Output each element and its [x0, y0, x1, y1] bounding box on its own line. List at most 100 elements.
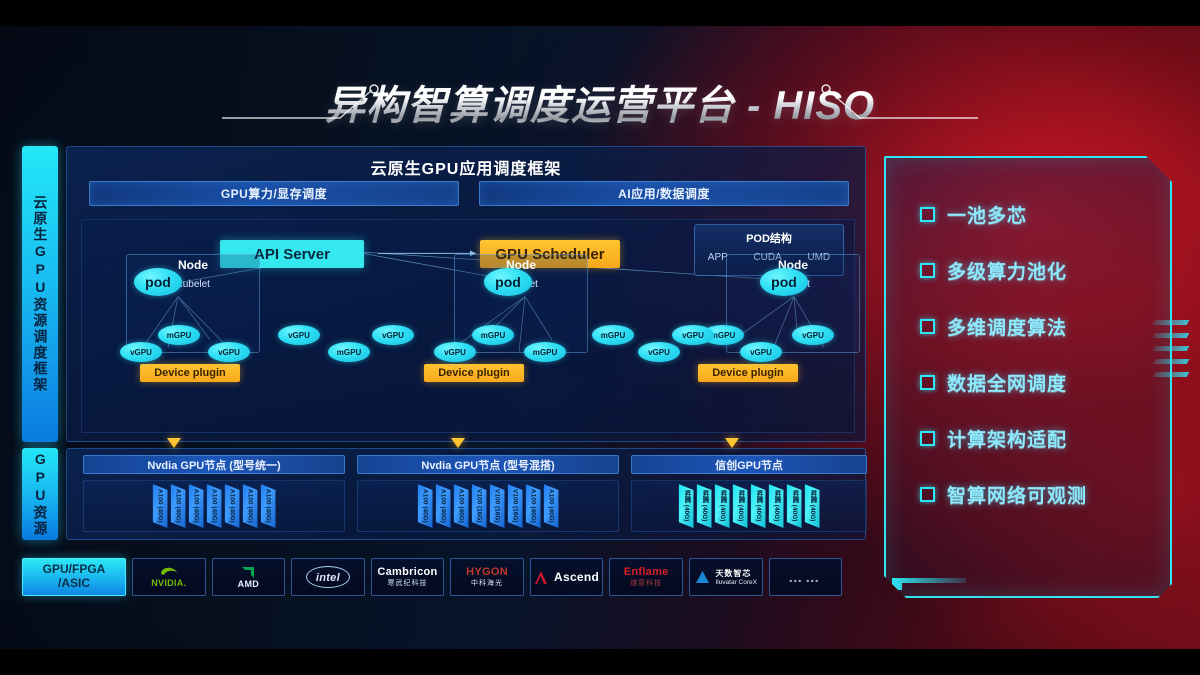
- gpu-card[interactable]: A100 (40G): [171, 484, 186, 528]
- gpu-group-2: Nvdia GPU节点 (型号混搭) A100 (40G) A100 (40G)…: [357, 455, 619, 535]
- gpu-card-label: 昇腾 (40G): [701, 490, 708, 522]
- gpu-group-3-header: 信创GPU节点: [631, 455, 867, 474]
- gpu-free-3[interactable]: vGPU: [372, 325, 414, 345]
- vendor-cambricon-sub: 寒武纪科技: [387, 580, 428, 587]
- gpu-card-label: A100 (40G): [156, 489, 164, 523]
- vendor-intel[interactable]: intel: [291, 558, 365, 596]
- gpu-n3-vgpu-a[interactable]: vGPU: [740, 342, 782, 362]
- feature-list-panel: 一池多芯 多级算力池化 多维调度算法 数据全网调度 计算架构适配 智算网络可观测: [884, 156, 1172, 598]
- pod-node-3[interactable]: pod: [760, 268, 808, 296]
- scheduling-bars: GPU算力/显存调度 AI应用/数据调度: [89, 181, 849, 206]
- vendor-intel-label: intel: [315, 572, 340, 584]
- gpu-group-3: 信创GPU节点 昇腾 (40G) 昇腾 (40G) 昇腾 (40G) 昇腾 (4…: [631, 455, 867, 535]
- gpu-n1-mgpu[interactable]: mGPU: [158, 325, 200, 345]
- gpu-n1-vgpu-b[interactable]: vGPU: [208, 342, 250, 362]
- feature-item-4[interactable]: 数据全网调度: [920, 354, 1170, 410]
- gpu-card[interactable]: A100 (40G): [261, 484, 276, 528]
- feature-label: 多级算力池化: [947, 261, 1068, 283]
- device-plugin-2[interactable]: Device plugin: [424, 364, 524, 382]
- vendor-enflame[interactable]: Enflame 燧原科技: [609, 558, 683, 596]
- letterbox-top: [0, 0, 1200, 26]
- device-plugin-1[interactable]: Device plugin: [140, 364, 240, 382]
- gpu-free-4[interactable]: mGPU: [592, 325, 634, 345]
- gpu-card[interactable]: 昇腾 (40G): [679, 484, 694, 528]
- gpu-card[interactable]: 昇腾 (40G): [733, 484, 748, 528]
- gpu-card[interactable]: 昇腾 (40G): [769, 484, 784, 528]
- vendor-hygon[interactable]: HYGON 中科海光: [450, 558, 524, 596]
- gpu-card[interactable]: 昇腾 (40G): [715, 484, 730, 528]
- letterbox-bottom: [0, 649, 1200, 675]
- pod-struct-app: APP: [707, 252, 728, 263]
- gpu-card[interactable]: 昇腾 (40G): [787, 484, 802, 528]
- gpu-card[interactable]: V100 (16G): [472, 484, 487, 528]
- vendor-iluvatar[interactable]: 天数智芯 Iluvatar CoreX: [688, 558, 763, 596]
- gpu-card[interactable]: A100 (40G): [189, 484, 204, 528]
- feature-item-2[interactable]: 多级算力池化: [920, 242, 1170, 298]
- gpu-card[interactable]: 昇腾 (40G): [751, 484, 766, 528]
- gpu-card-label: A100 (40G): [192, 489, 200, 523]
- api-server-box[interactable]: API Server: [220, 240, 364, 268]
- gpu-group-2-cards: A100 (40G) A100 (40G) A100 (40G) V100 (1…: [358, 481, 618, 531]
- ascend-icon: [535, 570, 548, 584]
- gpu-n2-mgpu-a[interactable]: mGPU: [472, 325, 514, 345]
- gpu-n3-vgpu-b[interactable]: vGPU: [792, 325, 834, 345]
- checkbox-icon[interactable]: [920, 319, 935, 334]
- gpu-card[interactable]: A100 (40G): [207, 484, 222, 528]
- framework-area: 云原生GPU应用调度框架 GPU算力/显存调度 AI应用/数据调度: [66, 146, 866, 442]
- node-label-1: Node: [178, 258, 208, 272]
- vendor-hygon-sub: 中科海光: [471, 580, 504, 587]
- checkbox-icon[interactable]: [920, 375, 935, 390]
- gpu-card[interactable]: A100 (40G): [544, 484, 559, 528]
- vendor-nvidia[interactable]: NVIDIA.: [132, 558, 206, 596]
- device-plugin-3[interactable]: Device plugin: [698, 364, 798, 382]
- feature-label: 多维调度算法: [947, 317, 1068, 339]
- gpu-card[interactable]: A100 (40G): [418, 484, 433, 528]
- checkbox-icon[interactable]: [920, 487, 935, 502]
- vendor-more[interactable]: ……: [768, 558, 843, 596]
- gpu-card[interactable]: A100 (40G): [436, 484, 451, 528]
- vendor-amd[interactable]: AMD: [211, 558, 286, 596]
- framework-title: 云原生GPU应用调度框架: [370, 161, 562, 178]
- gpu-n1-vgpu-a[interactable]: vGPU: [120, 342, 162, 362]
- gpu-n2-mgpu-b[interactable]: mGPU: [524, 342, 566, 362]
- feature-item-3[interactable]: 多维调度算法: [920, 298, 1170, 354]
- feature-item-5[interactable]: 计算架构适配: [920, 410, 1170, 466]
- gpu-n2-vgpu[interactable]: vGPU: [434, 342, 476, 362]
- gpu-card[interactable]: V100 (16G): [508, 484, 523, 528]
- title-bar: 异构智算调度运营平台 - HISO: [0, 76, 1200, 128]
- kubelet-label-1: Kubelet: [176, 279, 210, 290]
- gpu-card[interactable]: A100 (40G): [225, 484, 240, 528]
- gpu-free-2[interactable]: mGPU: [328, 342, 370, 362]
- bar-ai-app-data[interactable]: AI应用/数据调度: [479, 181, 849, 206]
- gpu-card[interactable]: A100 (40G): [153, 484, 168, 528]
- arrow-to-gpu-group-1: [167, 438, 181, 448]
- gpu-free-6[interactable]: vGPU: [672, 325, 714, 345]
- feature-item-1[interactable]: 一池多芯: [920, 186, 1170, 242]
- pod-node-2[interactable]: pod: [484, 268, 532, 296]
- vendor-category-line2: /ASIC: [57, 576, 90, 590]
- gpu-card-label: A100 (40G): [246, 489, 254, 523]
- feature-item-6[interactable]: 智算网络可观测: [920, 466, 1170, 522]
- gpu-card[interactable]: 昇腾 (40G): [697, 484, 712, 528]
- gpu-card-label: 昇腾 (40G): [755, 490, 762, 522]
- vendor-cambricon[interactable]: Cambricon 寒武纪科技: [370, 558, 445, 596]
- gpu-card[interactable]: 昇腾 (40G): [805, 484, 820, 528]
- gpu-scheduler-box[interactable]: GPU Scheduler: [480, 240, 620, 268]
- gpu-card[interactable]: A100 (40G): [454, 484, 469, 528]
- vendor-ascend[interactable]: Ascend: [529, 558, 604, 596]
- gpu-card[interactable]: A100 (40G): [526, 484, 541, 528]
- gpu-card[interactable]: A100 (40G): [243, 484, 258, 528]
- gpu-free-5[interactable]: vGPU: [638, 342, 680, 362]
- gpu-card-label: 昇腾 (40G): [809, 490, 816, 522]
- gpu-card[interactable]: V100 (16G): [490, 484, 505, 528]
- gpu-card-label: A100 (40G): [457, 489, 465, 523]
- pod-node-1[interactable]: pod: [134, 268, 182, 296]
- checkbox-icon[interactable]: [920, 207, 935, 222]
- gpu-group-2-shelf: A100 (40G) A100 (40G) A100 (40G) V100 (1…: [357, 480, 619, 532]
- checkbox-icon[interactable]: [920, 263, 935, 278]
- gpu-free-1[interactable]: vGPU: [278, 325, 320, 345]
- bar-gpu-compute-memory[interactable]: GPU算力/显存调度: [89, 181, 459, 206]
- gpu-group-1-cards: A100 (40G) A100 (40G) A100 (40G) A100 (4…: [84, 481, 344, 531]
- checkbox-icon[interactable]: [920, 431, 935, 446]
- pod-structure-box: POD结构 APP CUDA UMD: [694, 224, 844, 276]
